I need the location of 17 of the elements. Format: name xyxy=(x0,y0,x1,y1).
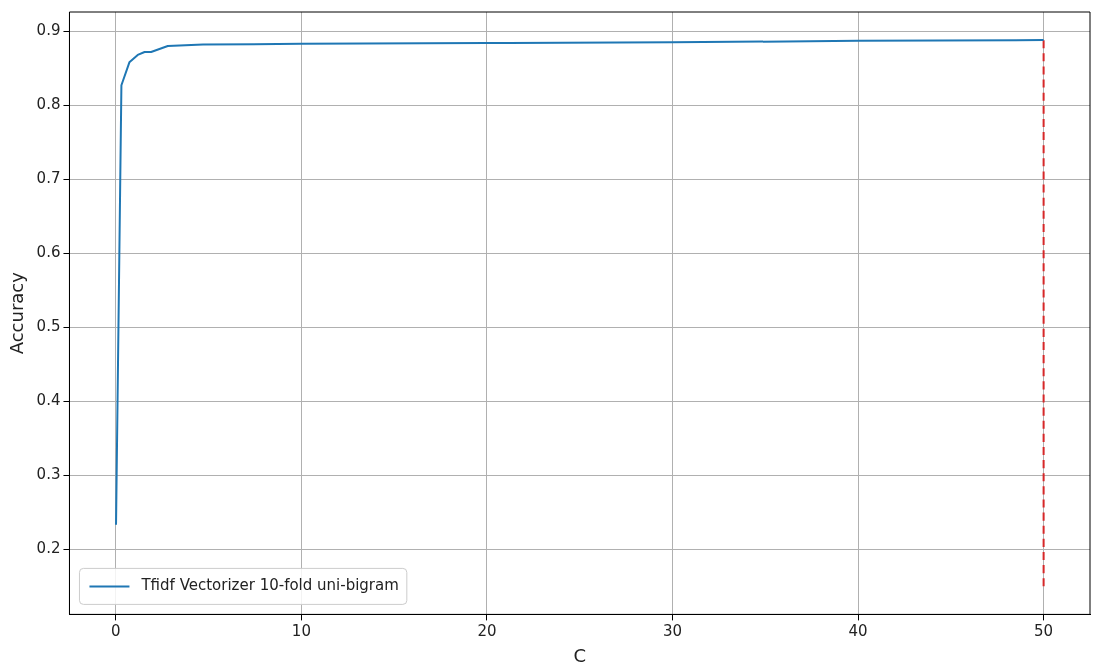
x-tick-label: 40 xyxy=(848,622,868,641)
y-tick-label: 0.3 xyxy=(36,465,61,484)
x-tick-label: 30 xyxy=(662,622,683,641)
x-tick-label: 10 xyxy=(291,622,311,641)
legend-label: Tfidf Vectorizer 10-fold uni-bigram xyxy=(140,576,399,595)
x-tick-label: 0 xyxy=(111,622,121,641)
x-axis-title: C xyxy=(573,644,587,666)
y-tick-label: 0.9 xyxy=(36,21,61,40)
y-tick-label: 0.8 xyxy=(36,95,61,114)
y-tick-label: 0.4 xyxy=(36,391,61,410)
y-axis-title: Accuracy xyxy=(6,271,28,355)
y-tick-label: 0.5 xyxy=(36,317,61,336)
x-tick-label: 20 xyxy=(477,622,497,641)
y-tick-label: 0.6 xyxy=(36,243,61,262)
y-tick-label: 0.7 xyxy=(36,169,61,188)
y-tick-label: 0.2 xyxy=(36,539,61,558)
x-tick-label: 50 xyxy=(1034,622,1054,641)
